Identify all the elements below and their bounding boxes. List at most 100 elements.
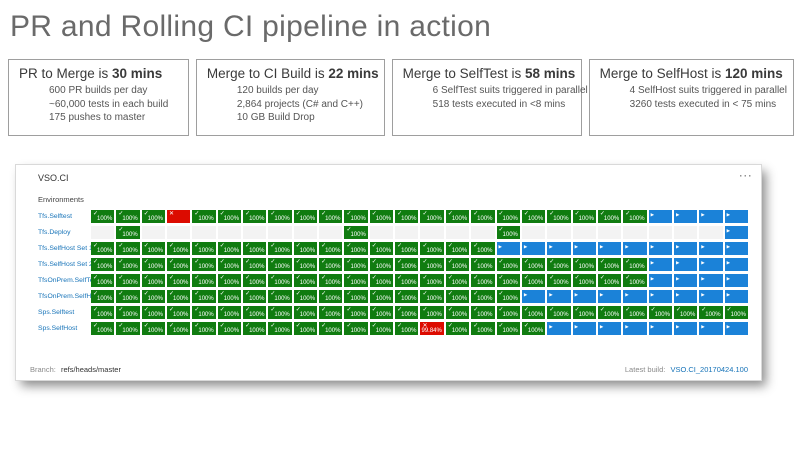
cell-success[interactable]: ✓ 100% (116, 274, 140, 287)
cell-in-progress[interactable]: ▶ (623, 322, 647, 335)
cell-success[interactable]: ✓ 100% (496, 290, 520, 303)
environment-link[interactable]: Tfs.Deploy (38, 229, 71, 236)
cell-success[interactable]: ✓ 100% (192, 306, 216, 319)
cell-success[interactable]: ✓ 100% (395, 242, 419, 255)
cell-success[interactable]: ✓ 100% (268, 210, 292, 223)
cell-success[interactable]: ✓ 100% (243, 242, 267, 255)
cell-success[interactable]: ✓ 100% (344, 210, 368, 223)
cell-success[interactable]: ✓ 100% (319, 306, 343, 319)
cell-success[interactable]: ✓ 100% (521, 210, 546, 223)
cell-in-progress[interactable]: ▶ (699, 242, 723, 255)
ellipsis-menu-icon[interactable]: ··· (739, 171, 753, 181)
cell-success[interactable]: ✓ 100% (293, 210, 318, 223)
cell-in-progress[interactable]: ▶ (673, 258, 698, 271)
cell-success[interactable]: ✓ 100% (293, 290, 318, 303)
cell-success[interactable]: ✓ 100% (91, 242, 115, 255)
cell-in-progress[interactable]: ▶ (673, 210, 698, 223)
cell-success[interactable]: ✓ 100% (116, 258, 140, 271)
cell-success[interactable]: ✓ 100% (217, 322, 242, 335)
cell-in-progress[interactable]: ▶ (699, 258, 723, 271)
cell-success[interactable]: ✓ 100% (572, 210, 596, 223)
cell-success[interactable]: ✓ 100% (293, 274, 318, 287)
cell-in-progress[interactable]: ▶ (648, 210, 672, 223)
cell-success[interactable]: ✓ 100% (699, 306, 723, 319)
cell-success[interactable]: ✓ 100% (471, 274, 495, 287)
cell-success[interactable]: ✓ 100% (217, 242, 242, 255)
cell-success[interactable]: ✓ 100% (471, 306, 495, 319)
cell-success[interactable]: ✓ 100% (471, 242, 495, 255)
cell-success[interactable]: ✓ 100% (192, 322, 216, 335)
cell-success[interactable]: ✓ 100% (420, 242, 444, 255)
cell-success[interactable]: ✓ 100% (293, 258, 318, 271)
cell-success[interactable]: ✓ 100% (167, 290, 191, 303)
cell-success[interactable]: ✓ 100% (192, 242, 216, 255)
cell-success[interactable]: ✓ 100% (319, 322, 343, 335)
cell-success[interactable]: ✓ 100% (344, 258, 368, 271)
cell-success[interactable]: ✓ 100% (420, 258, 444, 271)
cell-success[interactable]: ✓ 100% (496, 322, 520, 335)
cell-success[interactable]: ✓ 100% (116, 306, 140, 319)
cell-success[interactable]: ✓ 100% (116, 322, 140, 335)
cell-success[interactable]: ✓ 100% (445, 258, 470, 271)
cell-in-progress[interactable]: ▶ (597, 322, 622, 335)
cell-in-progress[interactable]: ▶ (597, 290, 622, 303)
cell-in-progress[interactable]: ▶ (648, 242, 672, 255)
cell-success[interactable]: ✓ 100% (420, 306, 444, 319)
cell-success[interactable]: ✓ 100% (116, 210, 140, 223)
cell-success[interactable]: ✓ 100% (217, 210, 242, 223)
cell-failed[interactable]: ✕ (167, 210, 191, 223)
cell-in-progress[interactable]: ▶ (699, 290, 723, 303)
cell-success[interactable]: ✓ 100% (521, 322, 546, 335)
cell-success[interactable]: ✓ 100% (293, 242, 318, 255)
cell-success[interactable]: ✓ 100% (395, 274, 419, 287)
cell-in-progress[interactable]: ▶ (648, 322, 672, 335)
cell-success[interactable]: ✓ 100% (344, 322, 368, 335)
environment-link[interactable]: TfsOnPrem.SelfHost (38, 293, 91, 300)
cell-in-progress[interactable]: ▶ (699, 274, 723, 287)
cell-success[interactable]: ✓ 100% (141, 242, 166, 255)
cell-success[interactable]: ✓ 100% (471, 322, 495, 335)
cell-success[interactable]: ✓ 100% (293, 322, 318, 335)
cell-success[interactable]: ✓ 100% (445, 306, 470, 319)
cell-success[interactable]: ✓ 100% (496, 306, 520, 319)
cell-success[interactable]: ✓ 100% (471, 290, 495, 303)
cell-in-progress[interactable]: ▶ (572, 322, 596, 335)
cell-success[interactable]: ✓ 100% (395, 306, 419, 319)
cell-in-progress[interactable]: ▶ (648, 290, 672, 303)
cell-success[interactable]: ✓ 100% (116, 242, 140, 255)
cell-success[interactable]: ✓ 100% (116, 226, 140, 239)
cell-in-progress[interactable]: ▶ (521, 242, 546, 255)
cell-success[interactable]: ✓ 100% (243, 306, 267, 319)
cell-success[interactable]: ✓ 100% (572, 306, 596, 319)
cell-success[interactable]: ✓ 100% (496, 210, 520, 223)
cell-success[interactable]: ✓ 100% (167, 322, 191, 335)
cell-success[interactable]: ✓ 100% (395, 258, 419, 271)
cell-success[interactable]: ✓ 100% (572, 258, 596, 271)
cell-success[interactable]: ✓ 100% (724, 306, 748, 319)
cell-success[interactable]: ✓ 100% (369, 274, 394, 287)
cell-success[interactable]: ✓ 100% (445, 210, 470, 223)
cell-success[interactable]: ✓ 100% (91, 274, 115, 287)
cell-success[interactable]: ✓ 100% (547, 210, 571, 223)
cell-success[interactable]: ✓ 100% (141, 322, 166, 335)
cell-success[interactable]: ✓ 100% (496, 274, 520, 287)
cell-success[interactable]: ✓ 100% (597, 210, 622, 223)
cell-success[interactable]: ✓ 100% (623, 274, 647, 287)
cell-in-progress[interactable]: ▶ (547, 242, 571, 255)
cell-success[interactable]: ✓ 100% (369, 210, 394, 223)
cell-success[interactable]: ✓ 100% (141, 274, 166, 287)
cell-in-progress[interactable]: ▶ (724, 242, 748, 255)
cell-success[interactable]: ✓ 100% (167, 258, 191, 271)
cell-success[interactable]: ✓ 100% (445, 290, 470, 303)
cell-success[interactable]: ✓ 100% (268, 290, 292, 303)
cell-in-progress[interactable]: ▶ (597, 242, 622, 255)
cell-success[interactable]: ✓ 100% (445, 322, 470, 335)
cell-success[interactable]: ✓ 100% (268, 306, 292, 319)
cell-success[interactable]: ✓ 100% (344, 306, 368, 319)
cell-success[interactable]: ✓ 100% (369, 290, 394, 303)
cell-success[interactable]: ✓ 100% (521, 274, 546, 287)
cell-success[interactable]: ✓ 100% (268, 258, 292, 271)
cell-success[interactable]: ✓ 100% (471, 258, 495, 271)
cell-success[interactable]: ✓ 100% (319, 258, 343, 271)
environment-link[interactable]: Tfs.SelfHost Set 1 (38, 245, 91, 252)
